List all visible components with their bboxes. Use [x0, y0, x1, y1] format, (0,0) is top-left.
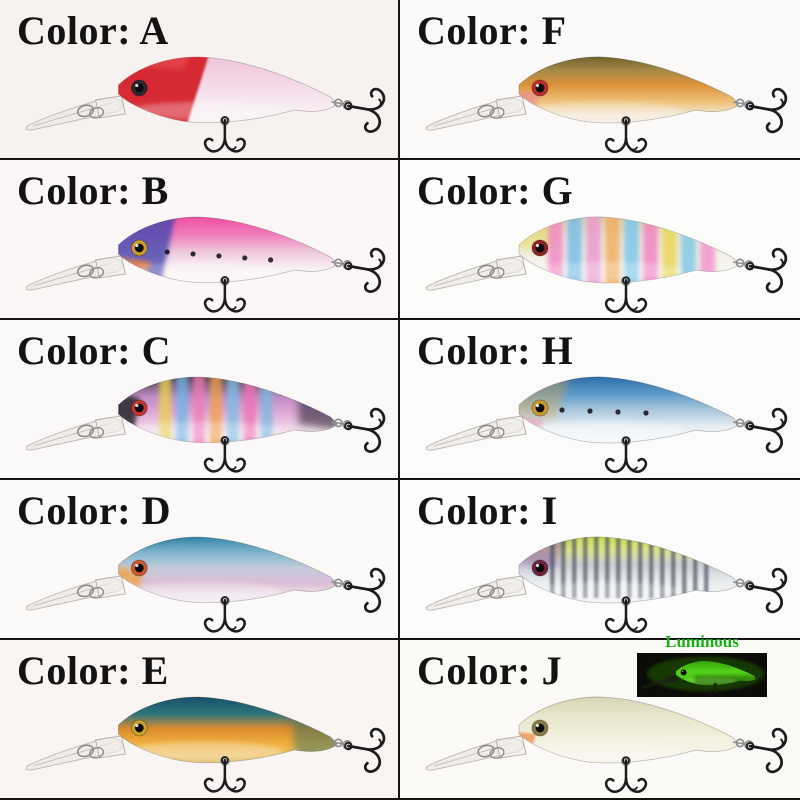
color-cell-B: Color: B [0, 160, 400, 320]
color-cell-E: Color: E [0, 640, 400, 800]
color-cell-G: Color: G [400, 160, 800, 320]
color-label: Color: G [417, 168, 574, 213]
luminous-glow-image [641, 656, 767, 697]
color-cell-F: Color: F [400, 0, 800, 160]
color-label: Color: B [17, 168, 169, 213]
color-label: Color: J [417, 648, 563, 693]
luminous-glow-box [637, 653, 767, 697]
lure-image [425, 376, 788, 473]
lure-image [425, 216, 788, 313]
luminous-label: Luminous [665, 632, 739, 651]
color-label: Color: F [417, 8, 567, 53]
color-label: Color: D [17, 488, 171, 533]
color-label: Color: E [17, 648, 169, 693]
lure-image [25, 696, 386, 793]
color-cell-C: Color: C [0, 320, 400, 480]
lure-image [25, 216, 386, 313]
lure-image [25, 536, 386, 633]
lure-image [425, 536, 788, 633]
luminous-inset: Luminous [635, 633, 769, 697]
color-cell-I: Color: I [400, 480, 800, 640]
color-label: Color: A [17, 8, 169, 53]
lure-image [25, 376, 386, 473]
color-label: Color: H [417, 328, 574, 373]
color-label: Color: C [17, 328, 171, 373]
lure-image [425, 696, 788, 793]
color-cell-J: Color: J Luminous [400, 633, 800, 800]
lure-image [25, 56, 386, 153]
color-label: Color: I [417, 488, 558, 533]
color-cell-D: Color: D [0, 480, 400, 640]
color-cell-H: Color: H [400, 320, 800, 480]
lure-image [425, 56, 788, 153]
color-cell-A: Color: A [0, 0, 400, 160]
